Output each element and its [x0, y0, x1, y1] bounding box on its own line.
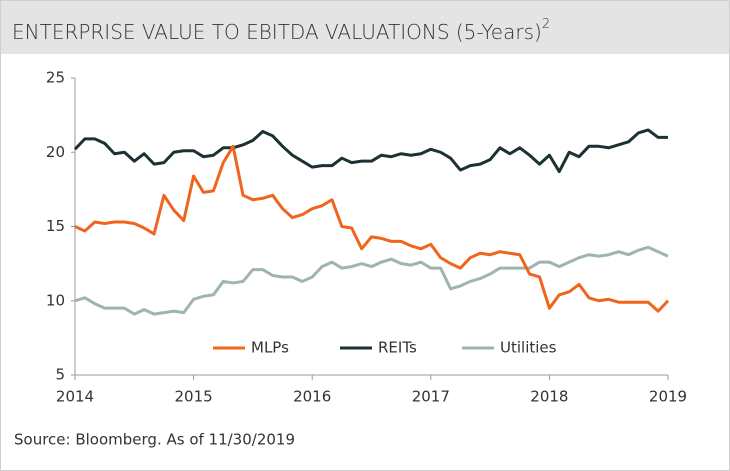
series-line — [74, 245, 669, 316]
legend-label: MLPs — [251, 339, 289, 357]
legend-label: Utilities — [500, 339, 557, 357]
x-tick-label: 2018 — [530, 388, 568, 406]
series-line — [74, 144, 670, 313]
title-band — [1, 1, 729, 54]
y-tick-label: 15 — [46, 217, 65, 235]
x-tick-label: 2014 — [56, 388, 94, 406]
chart-title: ENTERPRISE VALUE TO EBITDA VALUATIONS (5… — [12, 17, 550, 44]
x-tick-label: 2017 — [412, 388, 450, 406]
title-superscript: 2 — [542, 17, 550, 32]
y-tick-label: 10 — [46, 291, 65, 309]
series-line — [73, 128, 668, 174]
x-tick-label: 2015 — [175, 388, 213, 406]
title-text: ENTERPRISE VALUE TO EBITDA VALUATIONS (5… — [12, 20, 542, 44]
x-tick-label: 2016 — [293, 388, 331, 406]
legend-label: REITs — [378, 339, 417, 357]
y-tick-label: 20 — [46, 143, 65, 161]
source-note: Source: Bloomberg. As of 11/30/2019 — [14, 431, 295, 449]
x-tick-label: 2019 — [649, 388, 687, 406]
y-tick-label: 5 — [55, 366, 65, 384]
y-tick-label: 25 — [46, 69, 65, 87]
